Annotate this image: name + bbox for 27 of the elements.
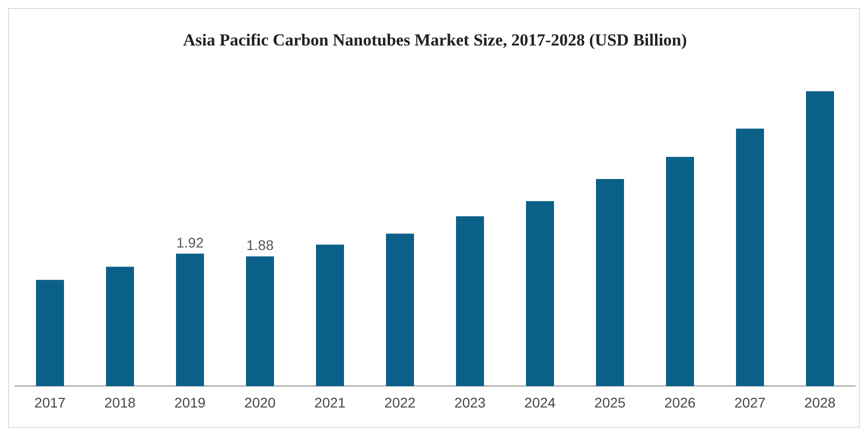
bar [736,128,764,386]
x-tick-label: 2022 [384,394,416,410]
x-tick-label: 2017 [34,394,66,410]
x-tick-label: 2020 [244,394,276,410]
x-tick-label: 2026 [664,394,696,410]
x-tick-label: 2019 [174,394,206,410]
x-tick-label: 2028 [804,394,836,410]
bar [666,156,694,386]
bar [316,244,344,386]
chart-title: Asia Pacific Carbon Nanotubes Market Size, 2017-2028 (USD Billion) [183,30,687,50]
bar [106,266,134,386]
x-tick-label: 2025 [594,394,626,410]
bar [456,216,484,386]
bar [596,179,624,386]
bar [36,280,64,386]
data-label: 1.88 [246,237,274,254]
x-tick-label: 2027 [734,394,766,410]
bar [246,256,274,386]
x-tick-label: 2024 [524,394,556,410]
bar [176,254,204,386]
x-tick-label: 2018 [104,394,136,410]
x-tick-label: 2023 [454,394,486,410]
bar [526,201,554,386]
bar [806,91,834,386]
bar [386,234,414,386]
x-tick-label: 2021 [314,394,346,410]
data-label: 1.92 [176,234,204,250]
